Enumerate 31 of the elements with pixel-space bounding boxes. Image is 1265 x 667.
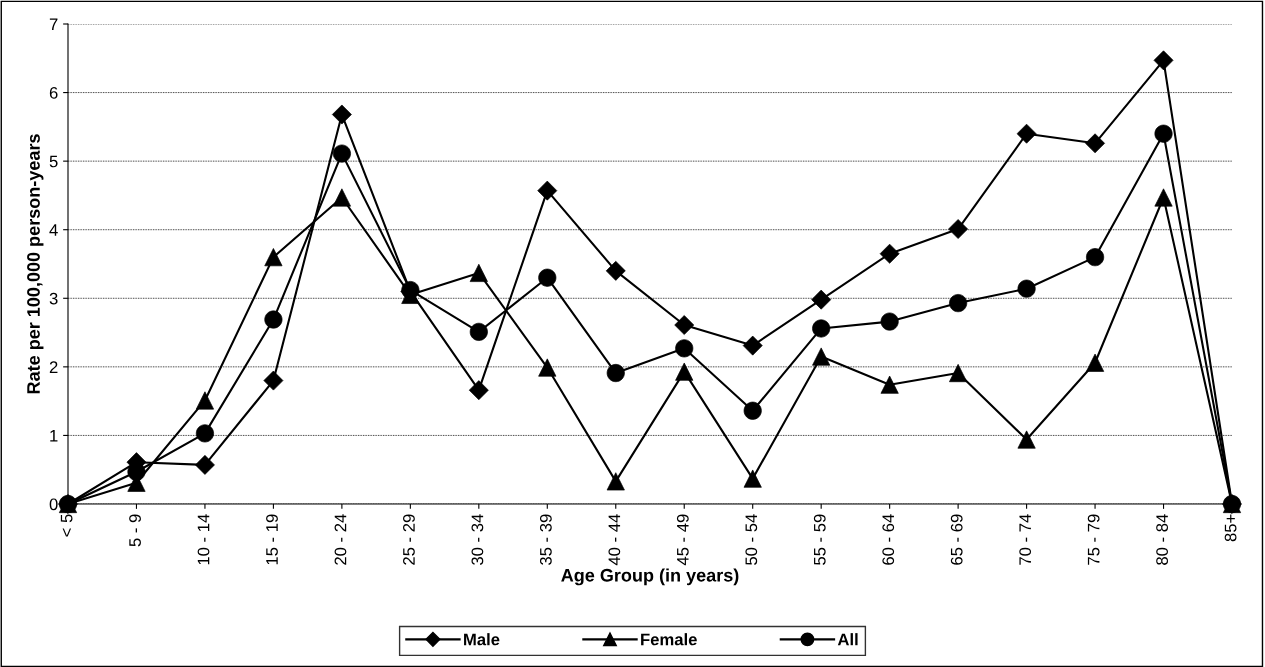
legend-label: All (837, 633, 858, 646)
x-tick-label: 85+ (1224, 514, 1237, 542)
y-axis-title: Rate per 100,000 person-years (27, 134, 44, 394)
y-tick-label: 1 (50, 430, 58, 442)
y-tick-label: 2 (49, 361, 58, 373)
y-tick-label: 3 (49, 292, 58, 305)
x-tick-label: 20 - 24 (334, 514, 347, 565)
x-tick-label: 30 - 34 (471, 514, 484, 565)
x-tick-label: 65 - 69 (950, 514, 963, 565)
x-tick-label: 50 - 54 (745, 514, 758, 565)
x-tick-label: 75 - 79 (1087, 514, 1100, 565)
x-tick-label: 25 - 29 (403, 514, 415, 565)
x-tick-label: 60 - 64 (882, 514, 895, 565)
x-axis-title: Age Group (in years) (561, 568, 739, 586)
x-tick-label: 80 - 84 (1156, 514, 1168, 565)
legend-label: Male (464, 633, 500, 646)
x-tick-label: 40 - 44 (608, 514, 621, 566)
y-tick-label: 6 (49, 86, 58, 99)
x-tick-label: 45 - 49 (676, 514, 689, 566)
legend-label: Female (641, 633, 697, 646)
y-tick-label: 5 (49, 155, 58, 168)
y-tick-label: 7 (49, 18, 58, 31)
x-tick-label: 55 - 59 (813, 514, 826, 565)
x-tick-label: 5 - 9 (129, 514, 141, 547)
y-tick-label: 0 (49, 498, 58, 511)
x-tick-label: < 5 (60, 514, 73, 537)
x-tick-label: 10 - 14 (197, 514, 210, 565)
x-tick-label: 35 - 39 (539, 514, 552, 565)
x-tick-label: 70 - 74 (1019, 514, 1032, 565)
y-tick-label: 4 (49, 224, 58, 236)
x-tick-label: 15 - 19 (266, 514, 278, 565)
